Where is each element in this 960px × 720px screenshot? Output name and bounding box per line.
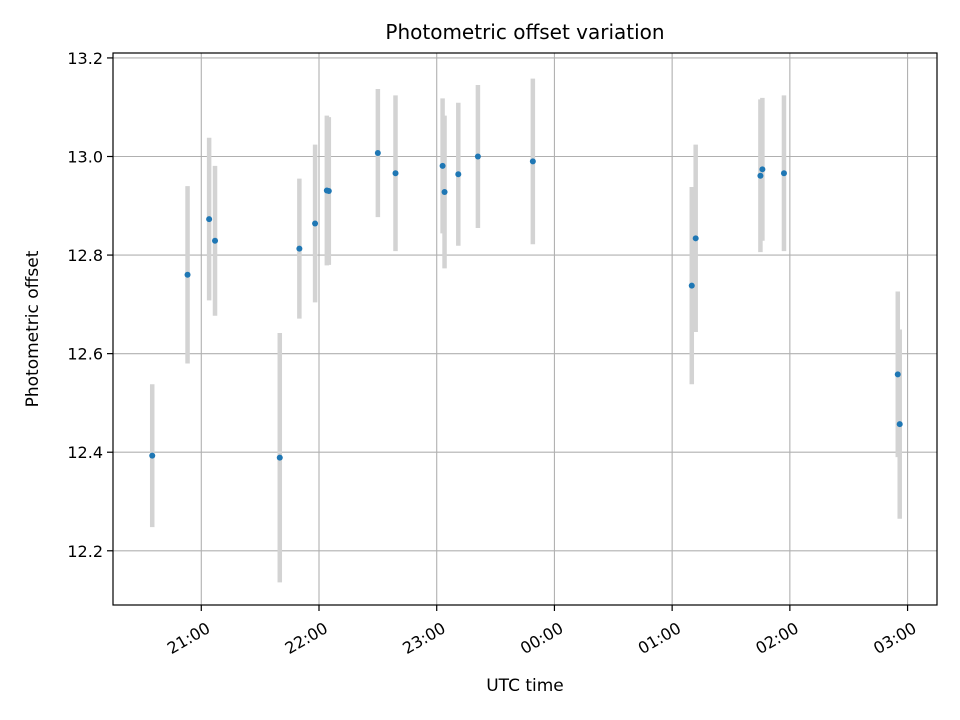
y-tick-label: 12.8 [67, 246, 103, 265]
chart-title: Photometric offset variation [385, 20, 664, 44]
y-tick-label: 12.4 [67, 443, 103, 462]
y-tick-label: 12.2 [67, 542, 103, 561]
data-point [296, 245, 303, 252]
data-point [757, 172, 764, 179]
data-point [894, 371, 901, 378]
data-point [392, 170, 399, 177]
data-point [312, 220, 319, 227]
data-point [688, 282, 695, 289]
data-point [184, 271, 191, 278]
y-axis-label: Photometric offset [23, 250, 43, 407]
data-point [149, 452, 156, 459]
y-axis-ticks: 12.2 12.4 12.6 12.8 13.0 13.2 [67, 49, 113, 561]
data-point [474, 153, 481, 160]
data-point [896, 421, 903, 428]
data-point [759, 166, 766, 173]
y-tick-label: 13.0 [67, 148, 103, 167]
data-point [212, 237, 219, 244]
data-point [529, 158, 536, 165]
data-point [455, 171, 462, 178]
data-point [206, 216, 213, 223]
data-point [439, 162, 446, 169]
data-point [441, 188, 448, 195]
data-point [692, 235, 699, 242]
x-axis-label: UTC time [486, 676, 564, 696]
y-tick-label: 13.2 [67, 49, 103, 68]
data-point [276, 454, 283, 461]
data-point [374, 150, 381, 157]
data-point [780, 170, 787, 177]
plot-frame [112, 52, 938, 606]
data-points [149, 150, 903, 461]
grid [113, 53, 937, 605]
y-tick-label: 12.6 [67, 345, 103, 364]
data-point [325, 188, 332, 194]
plot-area [113, 53, 937, 605]
